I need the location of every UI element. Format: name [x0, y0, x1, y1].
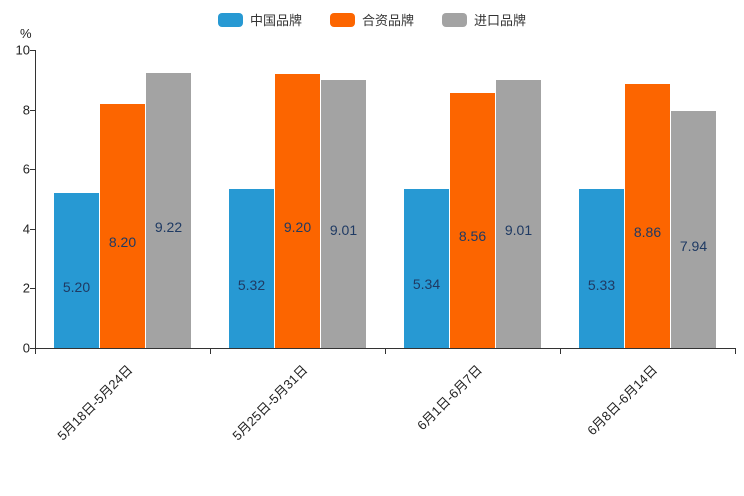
legend-label-joint-venture-brand: 合资品牌 — [361, 13, 414, 28]
bar-合资品牌-0 — [99, 103, 145, 348]
y-tick-mark — [30, 228, 35, 230]
bar-合资品牌-1 — [274, 73, 320, 348]
y-tick-label: 6 — [22, 161, 30, 177]
bar-value-label: 8.86 — [633, 223, 662, 240]
legend-item-china-brand[interactable]: 中国品牌 — [217, 10, 302, 29]
bar-进口品牌-2 — [495, 79, 541, 348]
legend-swatch-gray-icon — [442, 12, 467, 27]
bar-value-label: 7.94 — [679, 237, 708, 254]
bar-value-label: 5.20 — [62, 278, 91, 295]
bar-合资品牌-2 — [449, 92, 495, 348]
y-tick-mark — [30, 169, 35, 171]
chart-legend: 中国品牌 合资品牌 进口品牌 — [0, 10, 744, 29]
legend-item-import-brand[interactable]: 进口品牌 — [442, 10, 526, 29]
y-tick-mark — [30, 50, 35, 51]
legend-label-china-brand: 中国品牌 — [249, 13, 302, 28]
bar-中国品牌-2 — [403, 188, 449, 348]
legend-swatch-blue-icon — [217, 12, 243, 27]
bar-value-label: 9.01 — [329, 221, 358, 238]
x-category-label: 6月1日-6月7日 — [414, 362, 486, 434]
y-tick-mark — [30, 348, 35, 349]
x-category-label: 5月18日-5月24日 — [54, 362, 136, 444]
x-category-label: 6月8日-6月14日 — [584, 362, 661, 439]
bar-value-label: 9.01 — [504, 221, 533, 238]
bar-value-label: 5.34 — [412, 276, 441, 293]
legend-item-joint-venture-brand[interactable]: 合资品牌 — [329, 10, 414, 29]
bar-中国品牌-0 — [53, 193, 99, 348]
x-tick-mark — [560, 349, 561, 354]
x-tick-mark — [210, 349, 211, 354]
bar-中国品牌-1 — [228, 189, 274, 348]
axis-frame — [35, 50, 736, 349]
bar-value-label: 8.56 — [458, 228, 487, 245]
bar-value-label: 9.22 — [154, 218, 183, 235]
bar-value-label: 9.20 — [283, 218, 312, 235]
y-tick-label: 10 — [15, 42, 30, 58]
bar-合资品牌-3 — [624, 83, 670, 348]
bar-进口品牌-1 — [320, 79, 366, 348]
y-tick-label: 8 — [22, 102, 30, 118]
legend-swatch-orange-icon — [329, 12, 355, 27]
bar-进口品牌-3 — [670, 111, 716, 348]
bar-value-label: 5.32 — [237, 276, 266, 293]
y-tick-label: 0 — [22, 340, 30, 356]
x-tick-mark — [385, 349, 386, 354]
bar-value-label: 5.33 — [587, 276, 616, 293]
y-tick-mark — [30, 288, 35, 290]
bar-value-label: 8.20 — [108, 233, 137, 250]
x-category-label: 5月25日-5月31日 — [229, 362, 311, 444]
bar-进口品牌-0 — [145, 73, 191, 348]
legend-label-import-brand: 进口品牌 — [474, 13, 527, 28]
x-tick-mark — [735, 349, 736, 354]
y-axis-unit-label: % — [20, 26, 32, 41]
y-tick-label: 4 — [22, 221, 30, 237]
y-tick-mark — [30, 109, 35, 111]
y-tick-label: 2 — [22, 280, 30, 296]
x-tick-mark — [35, 349, 36, 354]
bar-中国品牌-3 — [578, 189, 624, 348]
